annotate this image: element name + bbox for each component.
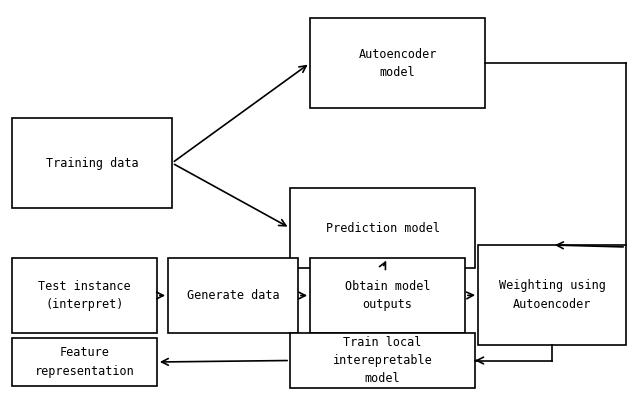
Text: Train local
interepretable
model: Train local interepretable model [333, 336, 433, 385]
Bar [290, 333, 475, 388]
Bar [310, 18, 485, 108]
Text: Autoencoder
model: Autoencoder model [358, 48, 436, 79]
Bar [12, 118, 172, 208]
Text: Training data: Training data [45, 156, 138, 169]
Bar [478, 245, 626, 345]
Text: Prediction model: Prediction model [326, 222, 440, 235]
Bar [290, 188, 475, 268]
Text: Feature
representation: Feature representation [35, 347, 134, 378]
Bar [12, 338, 157, 386]
Text: Weighting using
Autoencoder: Weighting using Autoencoder [499, 279, 605, 310]
Bar [310, 258, 465, 333]
Text: Obtain model
outputs: Obtain model outputs [345, 280, 430, 311]
Bar [168, 258, 298, 333]
Bar [12, 258, 157, 333]
Text: Generate data: Generate data [187, 289, 279, 302]
Text: Test instance
(interpret): Test instance (interpret) [38, 280, 131, 311]
